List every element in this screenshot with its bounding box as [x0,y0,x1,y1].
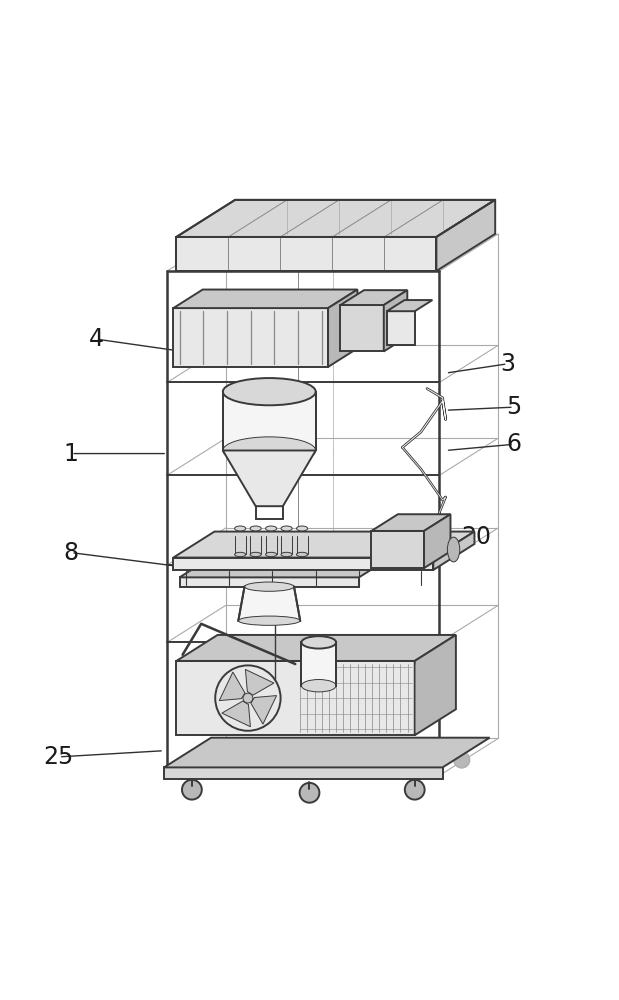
Ellipse shape [223,378,316,405]
Ellipse shape [223,437,316,464]
Ellipse shape [281,526,292,531]
Polygon shape [173,558,433,570]
Polygon shape [245,669,274,695]
Polygon shape [415,635,456,735]
Text: 25: 25 [44,745,74,769]
Circle shape [243,693,253,703]
Polygon shape [173,290,358,308]
Text: 8: 8 [64,541,79,565]
Ellipse shape [297,526,308,531]
Polygon shape [251,696,277,724]
Text: 20: 20 [462,525,491,549]
Ellipse shape [448,537,460,562]
Ellipse shape [235,526,246,531]
Circle shape [454,752,470,768]
Polygon shape [433,532,474,570]
Circle shape [231,752,247,768]
Polygon shape [371,514,451,531]
Text: 1: 1 [64,442,79,466]
Polygon shape [340,305,384,351]
Polygon shape [387,300,432,311]
Text: 4: 4 [89,327,103,351]
Polygon shape [173,308,328,367]
Polygon shape [436,200,495,271]
Polygon shape [164,767,443,779]
Polygon shape [387,311,415,345]
Polygon shape [328,290,358,367]
Ellipse shape [250,526,261,531]
Polygon shape [223,450,316,506]
Ellipse shape [301,680,336,692]
Polygon shape [176,200,495,237]
Ellipse shape [266,552,277,557]
Polygon shape [180,555,394,577]
Polygon shape [384,290,407,351]
Ellipse shape [235,552,246,557]
Text: 2: 2 [451,216,465,240]
Polygon shape [176,661,415,735]
Circle shape [300,783,319,803]
Ellipse shape [281,552,292,557]
Polygon shape [340,290,407,305]
Circle shape [182,780,202,800]
Polygon shape [222,701,251,727]
Text: 6: 6 [506,432,521,456]
Polygon shape [176,237,436,271]
Circle shape [215,665,280,731]
Polygon shape [371,531,424,568]
Ellipse shape [238,616,300,625]
Polygon shape [176,635,456,661]
Polygon shape [219,672,245,701]
Polygon shape [223,392,316,450]
Ellipse shape [250,552,261,557]
Polygon shape [173,532,474,558]
Polygon shape [301,642,336,686]
Polygon shape [238,587,300,621]
Polygon shape [180,577,359,587]
Ellipse shape [301,636,336,649]
Polygon shape [164,738,490,767]
Polygon shape [424,514,451,568]
Ellipse shape [245,582,294,591]
Text: 5: 5 [506,395,521,419]
Circle shape [405,780,425,800]
Ellipse shape [266,526,277,531]
Ellipse shape [297,552,308,557]
Text: 26: 26 [381,658,411,682]
Text: 3: 3 [500,352,515,376]
